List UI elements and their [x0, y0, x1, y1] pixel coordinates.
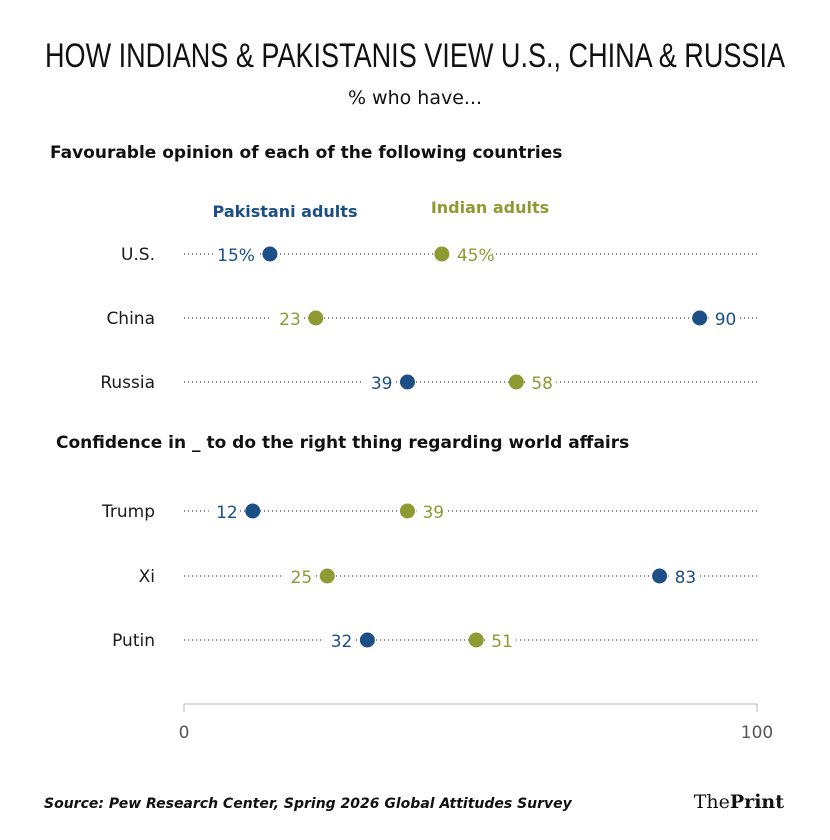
source-note: Source: Pew Research Center, Spring 2026…: [44, 796, 573, 812]
indian-value-label-bg: [416, 501, 448, 521]
legend-indian: Indian adults: [431, 198, 549, 217]
legend-pakistani: Pakistani adults: [213, 202, 358, 221]
indian-value-label: 58: [531, 374, 553, 394]
pakistani-value-label: 39: [371, 374, 393, 394]
pakistani-dot: [652, 568, 668, 584]
pakistani-value-label-bg: [668, 566, 700, 586]
page-title: HOW INDIANS & PAKISTANIS VIEW U.S., CHIN…: [45, 37, 785, 75]
pakistani-value-label: 12: [216, 503, 238, 523]
row-label: Putin: [112, 631, 155, 651]
row-label: Trump: [101, 502, 155, 522]
row-label: U.S.: [121, 245, 155, 265]
chart-row: Trump 12 39: [101, 501, 757, 523]
pakistani-value-label-bg: [708, 308, 740, 328]
pakistani-value-label-bg: [323, 630, 355, 650]
chart-sections: Favourable opinion of each of the follow…: [50, 143, 757, 652]
pakistani-dot: [262, 246, 278, 262]
indian-value-label: 45%: [457, 246, 495, 266]
indian-value-label: 51: [491, 632, 513, 652]
chart-row: Xi 83 25: [139, 566, 757, 588]
pakistani-dot: [399, 374, 415, 390]
row-label: Russia: [100, 373, 155, 393]
pakistani-dot: [692, 310, 708, 326]
x-tick-label-0: 0: [179, 723, 190, 743]
chart-row: China 90 23: [106, 308, 757, 330]
section-heading: Confidence in _ to do the right thing re…: [56, 433, 629, 453]
theprint-logo: ThePrint: [694, 791, 784, 813]
page-subtitle: % who have...: [348, 87, 482, 109]
pakistani-value-label-bg: [363, 372, 395, 392]
chart-row: U.S. 15% 45%: [121, 244, 757, 266]
pakistani-value-label-bg: [215, 244, 257, 264]
indian-dot: [308, 310, 324, 326]
indian-value-label-bg: [271, 308, 303, 328]
chart-section-1: Favourable opinion of each of the follow…: [50, 143, 757, 394]
pakistani-value-label: 15%: [217, 246, 255, 266]
logo-the: The: [694, 791, 730, 813]
chart-section-2: Confidence in _ to do the right thing re…: [56, 433, 757, 652]
pakistani-value-label: 83: [675, 568, 697, 588]
indian-dot: [508, 374, 524, 390]
indian-value-label: 23: [279, 310, 301, 330]
pakistani-dot: [359, 632, 375, 648]
indian-dot: [319, 568, 335, 584]
x-tick-label-100: 100: [741, 723, 773, 743]
row-label: China: [106, 309, 155, 329]
indian-dot: [434, 246, 450, 262]
chart-row: Putin 32 51: [112, 630, 757, 652]
row-label: Xi: [139, 567, 155, 587]
indian-value-label-bg: [485, 630, 517, 650]
indian-value-label-bg: [283, 566, 315, 586]
pakistani-value-label-bg: [208, 501, 240, 521]
pakistani-dot: [245, 503, 261, 519]
indian-value-label: 25: [291, 568, 313, 588]
indian-dot: [468, 632, 484, 648]
indian-value-label-bg: [450, 244, 493, 264]
pakistani-value-label: 90: [715, 310, 737, 330]
section-heading: Favourable opinion of each of the follow…: [50, 143, 562, 163]
indian-dot: [399, 503, 415, 519]
logo-print: Print: [730, 791, 784, 813]
indian-value-label-bg: [525, 372, 557, 392]
chart-row: Russia 39 58: [100, 372, 757, 394]
pakistani-value-label: 32: [331, 632, 353, 652]
indian-value-label: 39: [422, 503, 444, 523]
